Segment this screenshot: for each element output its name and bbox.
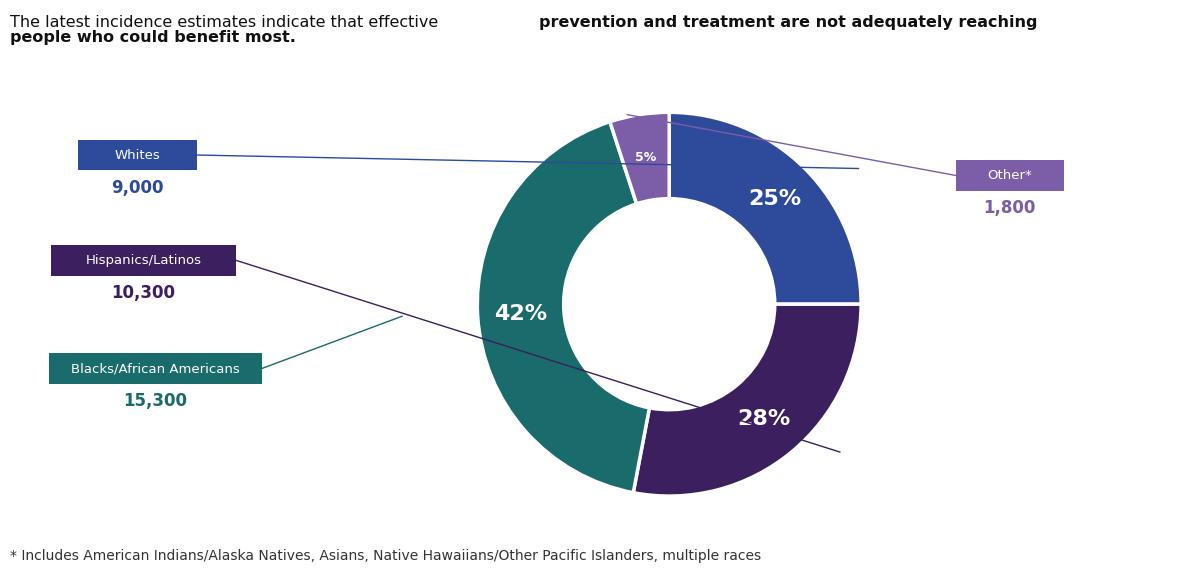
Text: people who could benefit most.: people who could benefit most. <box>10 30 295 46</box>
Wedge shape <box>477 122 649 493</box>
Text: Blacks/African Americans: Blacks/African Americans <box>71 362 240 375</box>
Text: 10,300: 10,300 <box>111 284 176 302</box>
Wedge shape <box>633 304 862 496</box>
Text: Hispanics/Latinos: Hispanics/Latinos <box>85 254 202 267</box>
Text: * Includes American Indians/Alaska Natives, Asians, Native Hawaiians/Other Pacif: * Includes American Indians/Alaska Nativ… <box>10 549 761 563</box>
Text: prevention and treatment are not adequately reaching: prevention and treatment are not adequat… <box>539 15 1037 30</box>
Text: 5%: 5% <box>636 151 656 164</box>
Text: The latest incidence estimates indicate that effective: The latest incidence estimates indicate … <box>10 15 443 30</box>
Text: 42%: 42% <box>495 304 547 324</box>
Text: Other*: Other* <box>987 169 1032 182</box>
Wedge shape <box>669 112 862 304</box>
Text: Whites: Whites <box>115 149 160 161</box>
Text: 9,000: 9,000 <box>111 179 164 197</box>
Text: 25%: 25% <box>748 189 801 209</box>
Text: 1,800: 1,800 <box>983 199 1036 217</box>
Text: 15,300: 15,300 <box>123 393 188 410</box>
Wedge shape <box>609 112 669 204</box>
Text: 28%: 28% <box>737 409 791 429</box>
